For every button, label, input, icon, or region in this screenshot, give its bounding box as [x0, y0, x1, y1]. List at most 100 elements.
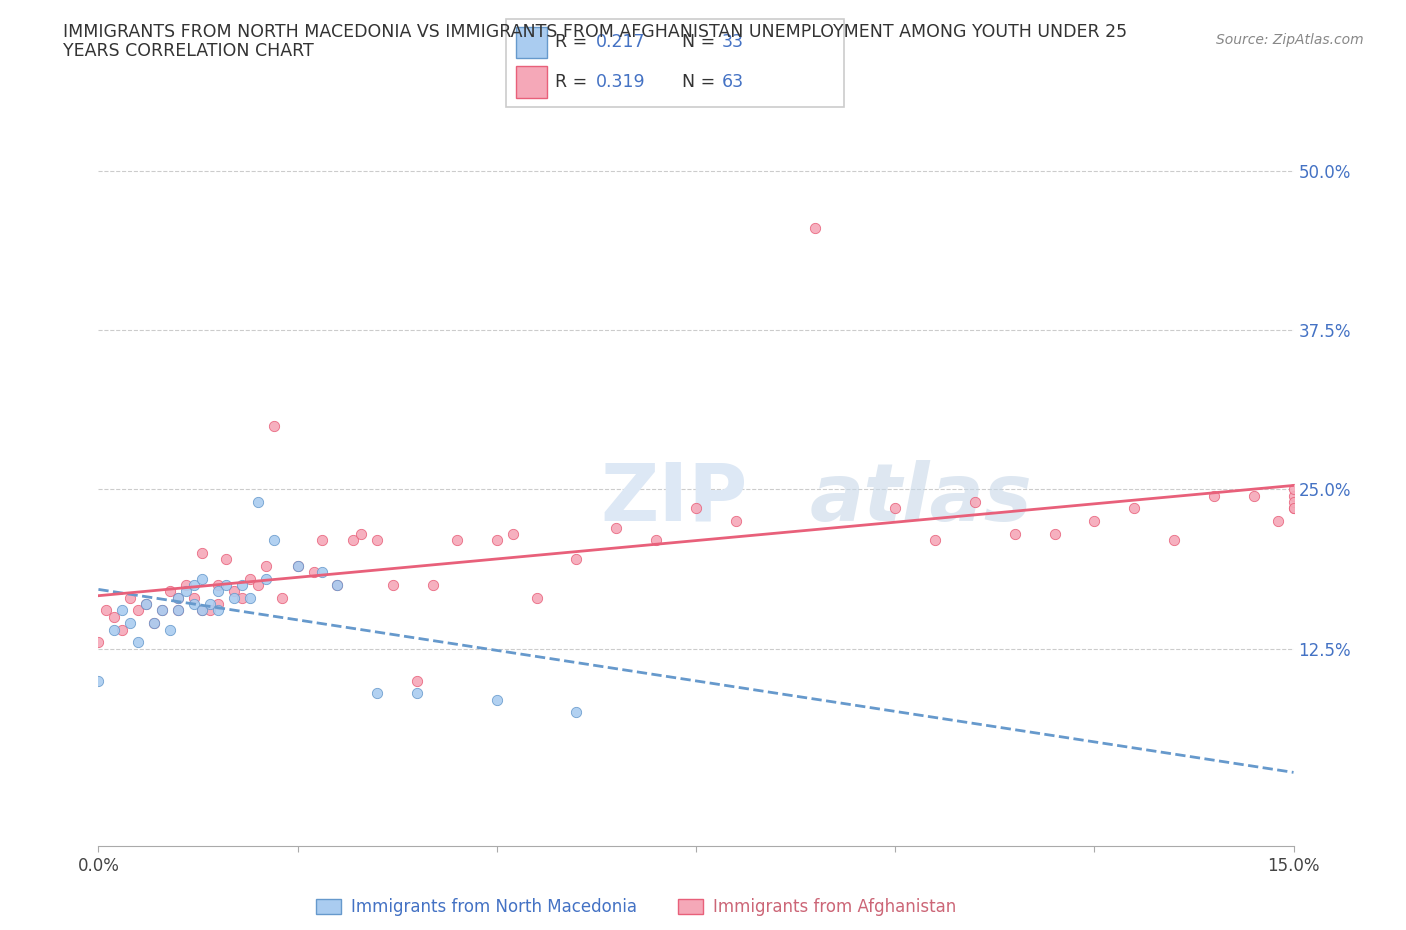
- Point: [174, 584, 197, 599]
- Point: [135, 597, 157, 612]
- Point: [804, 220, 827, 235]
- Text: 63: 63: [723, 73, 744, 91]
- Legend: Immigrants from North Macedonia, Immigrants from Afghanistan: Immigrants from North Macedonia, Immigra…: [309, 892, 963, 923]
- Point: [406, 686, 429, 701]
- Point: [174, 578, 197, 592]
- Point: [191, 603, 214, 618]
- Point: [1123, 501, 1146, 516]
- Point: [87, 635, 110, 650]
- Point: [167, 603, 190, 618]
- Text: R =: R =: [555, 73, 593, 91]
- Point: [103, 622, 125, 637]
- Text: atlas: atlas: [810, 459, 1032, 538]
- Text: R =: R =: [555, 33, 593, 51]
- Point: [565, 705, 588, 720]
- Point: [963, 495, 986, 510]
- Point: [120, 616, 142, 631]
- Point: [246, 495, 269, 510]
- Point: [287, 558, 309, 573]
- Point: [167, 591, 190, 605]
- Point: [685, 501, 707, 516]
- Point: [350, 526, 373, 541]
- Point: [724, 513, 747, 528]
- Text: Source: ZipAtlas.com: Source: ZipAtlas.com: [1216, 33, 1364, 46]
- Point: [150, 603, 173, 618]
- Text: N =: N =: [682, 33, 720, 51]
- Point: [485, 692, 508, 707]
- Point: [1202, 488, 1225, 503]
- Text: IMMIGRANTS FROM NORTH MACEDONIA VS IMMIGRANTS FROM AFGHANISTAN UNEMPLOYMENT AMON: IMMIGRANTS FROM NORTH MACEDONIA VS IMMIG…: [63, 23, 1128, 41]
- Point: [167, 591, 190, 605]
- Point: [96, 603, 118, 618]
- Point: [111, 622, 134, 637]
- Text: 0.217: 0.217: [596, 33, 645, 51]
- Point: [254, 571, 277, 586]
- Point: [446, 533, 468, 548]
- Point: [645, 533, 668, 548]
- Point: [406, 673, 429, 688]
- Point: [1083, 513, 1105, 528]
- Point: [254, 558, 277, 573]
- Point: [239, 591, 262, 605]
- Text: YEARS CORRELATION CHART: YEARS CORRELATION CHART: [63, 42, 314, 60]
- Point: [1282, 501, 1305, 516]
- Point: [246, 578, 269, 592]
- Point: [382, 578, 405, 592]
- Point: [191, 546, 214, 561]
- Point: [1043, 526, 1066, 541]
- Point: [366, 686, 388, 701]
- Point: [924, 533, 946, 548]
- Point: [1282, 482, 1305, 497]
- Point: [1243, 488, 1265, 503]
- Point: [1282, 488, 1305, 503]
- Point: [422, 578, 444, 592]
- Point: [207, 578, 229, 592]
- Point: [222, 584, 245, 599]
- Point: [103, 609, 125, 624]
- Point: [222, 591, 245, 605]
- Point: [270, 591, 292, 605]
- Text: ZIP: ZIP: [600, 459, 748, 538]
- Point: [1282, 495, 1305, 510]
- Point: [215, 578, 238, 592]
- Point: [502, 526, 524, 541]
- Bar: [516, 66, 547, 99]
- Point: [342, 533, 364, 548]
- Point: [526, 591, 548, 605]
- Point: [1282, 501, 1305, 516]
- Point: [207, 597, 229, 612]
- FancyBboxPatch shape: [506, 19, 844, 107]
- Point: [159, 584, 181, 599]
- Point: [326, 578, 349, 592]
- Point: [207, 584, 229, 599]
- Point: [485, 533, 508, 548]
- Point: [1163, 533, 1185, 548]
- Point: [191, 571, 214, 586]
- Point: [311, 565, 333, 579]
- Point: [143, 616, 166, 631]
- Point: [287, 558, 309, 573]
- Bar: [516, 27, 547, 59]
- Point: [183, 578, 205, 592]
- Point: [150, 603, 173, 618]
- Point: [127, 603, 149, 618]
- Point: [167, 603, 190, 618]
- Point: [263, 418, 285, 433]
- Point: [884, 501, 907, 516]
- Point: [183, 591, 205, 605]
- Point: [143, 616, 166, 631]
- Point: [605, 520, 627, 535]
- Text: 33: 33: [723, 33, 744, 51]
- Point: [311, 533, 333, 548]
- Point: [191, 603, 214, 618]
- Point: [207, 603, 229, 618]
- Point: [1004, 526, 1026, 541]
- Text: 0.319: 0.319: [596, 73, 645, 91]
- Point: [198, 603, 221, 618]
- Point: [183, 597, 205, 612]
- Point: [366, 533, 388, 548]
- Point: [111, 603, 134, 618]
- Point: [127, 635, 149, 650]
- Text: N =: N =: [682, 73, 720, 91]
- Point: [231, 591, 253, 605]
